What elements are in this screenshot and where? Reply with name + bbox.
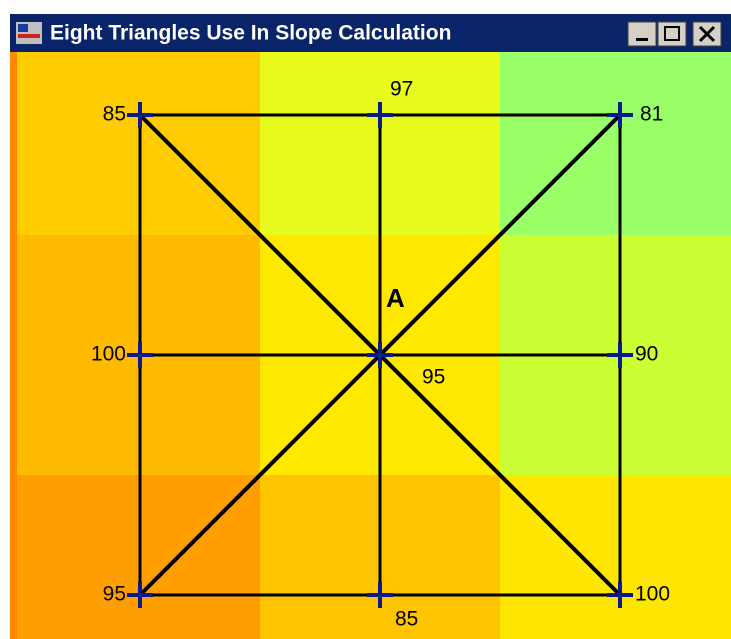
app-icon-stripe (18, 34, 40, 38)
window-buttons (627, 21, 722, 47)
node-label: 100 (635, 583, 670, 606)
node-label: 85 (103, 103, 126, 126)
node-marker (127, 342, 153, 368)
node-label: 85 (395, 608, 418, 631)
node-marker (607, 582, 633, 608)
node-marker (367, 582, 393, 608)
minimize-button[interactable] (627, 21, 657, 47)
left-edge (10, 52, 17, 639)
node-marker (127, 582, 153, 608)
node-marker (367, 342, 393, 368)
node-label: 100 (91, 343, 126, 366)
cell (10, 52, 260, 235)
node-label: 97 (390, 78, 413, 101)
maximize-button[interactable] (657, 21, 687, 47)
node-marker (607, 102, 633, 128)
node-marker (607, 342, 633, 368)
cell (500, 475, 731, 639)
center-name: A (386, 283, 405, 313)
node-label: 81 (640, 103, 663, 126)
node-label: 95 (103, 583, 126, 606)
app-icon-flag (18, 24, 28, 32)
window-title: Eight Triangles Use In Slope Calculation (50, 22, 451, 45)
node-label: 90 (635, 343, 658, 366)
node-label: 95 (422, 366, 445, 389)
close-icon (698, 25, 716, 43)
close-button[interactable] (692, 21, 722, 47)
nodes: 85 97 81 100 95 90 95 85 100 (91, 78, 670, 631)
cell (500, 52, 731, 235)
title-bar (10, 14, 731, 52)
minimize-icon (636, 38, 648, 41)
node-marker (127, 102, 153, 128)
maximize-icon (664, 26, 680, 41)
node-marker (367, 102, 393, 128)
cell (10, 475, 260, 639)
